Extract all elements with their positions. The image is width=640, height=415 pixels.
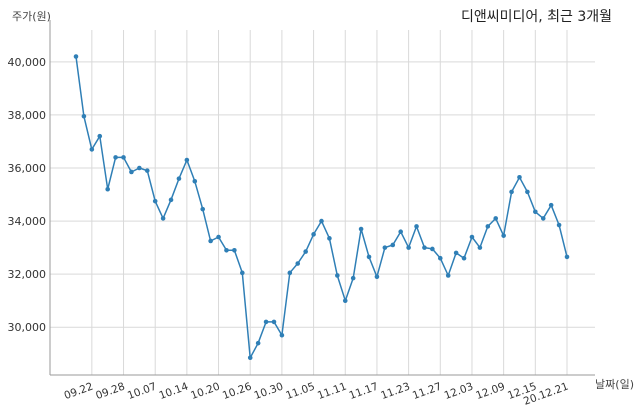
x-tick-label: 10.14 <box>158 380 191 402</box>
x-tick-label: 12.03 <box>443 381 475 403</box>
data-point <box>319 218 324 224</box>
data-point <box>509 189 514 195</box>
x-tick-label: 11.27 <box>411 381 443 403</box>
data-point <box>89 147 95 152</box>
data-point <box>255 340 261 346</box>
data-point <box>271 319 277 325</box>
data-point <box>73 54 79 59</box>
x-tick-label: 12.09 <box>474 381 506 403</box>
x-tick-label: 11.05 <box>284 381 316 403</box>
data-point <box>224 247 229 253</box>
data-point <box>437 255 443 261</box>
data-point <box>168 197 174 203</box>
data-point <box>176 176 182 181</box>
x-tick-label: 10.26 <box>221 380 254 402</box>
x-tick-label: 10.20 <box>189 381 221 403</box>
data-point <box>216 234 221 240</box>
series-line <box>75 56 568 359</box>
series-line-group <box>73 54 570 361</box>
data-point <box>342 298 348 303</box>
data-point <box>501 233 506 238</box>
x-tick-label: 11.17 <box>348 381 380 403</box>
data-point <box>477 245 483 250</box>
data-point <box>327 236 332 241</box>
x-tick-label: 10.30 <box>253 381 285 403</box>
data-point <box>105 186 110 192</box>
data-point <box>121 155 126 160</box>
data-point <box>374 274 380 280</box>
data-point <box>548 202 554 208</box>
x-tick-label: 11.23 <box>379 381 411 403</box>
data-point <box>422 245 427 250</box>
data-point <box>129 169 134 175</box>
x-tick-label: 09.22 <box>63 381 95 403</box>
y-tick-label: 38,000 <box>8 109 47 122</box>
data-point <box>540 216 546 221</box>
x-axis-label: 날짜(일) <box>595 378 634 391</box>
data-point <box>382 245 388 250</box>
data-point <box>287 270 293 276</box>
data-point <box>144 168 150 173</box>
data-point <box>414 224 419 229</box>
data-point <box>366 254 372 260</box>
data-point <box>295 261 301 266</box>
data-point <box>533 209 538 215</box>
data-point <box>263 319 269 325</box>
data-point <box>192 178 198 184</box>
x-tick-label: 09.28 <box>94 381 126 403</box>
axes <box>49 20 595 376</box>
y-tick-label: 30,000 <box>8 321 47 334</box>
y-tick-label: 36,000 <box>8 162 47 175</box>
data-point <box>556 222 562 228</box>
chart-title: 디앤씨미디어, 최근 3개월 <box>460 9 612 25</box>
data-point <box>113 155 118 160</box>
data-point <box>240 270 245 276</box>
data-point <box>525 189 530 195</box>
data-point <box>493 216 499 221</box>
data-point <box>358 226 364 232</box>
data-point <box>453 250 459 256</box>
data-point <box>137 165 142 171</box>
data-point <box>232 247 237 253</box>
y-tick-label: 32,000 <box>8 268 47 281</box>
data-point <box>398 229 403 234</box>
data-point <box>303 249 308 254</box>
data-point <box>279 332 285 338</box>
data-point <box>97 133 103 139</box>
x-tick-label: 11.11 <box>316 381 348 403</box>
data-point <box>564 254 570 260</box>
data-point <box>184 157 190 163</box>
data-point <box>461 255 467 261</box>
data-point <box>445 273 451 278</box>
data-point <box>406 245 411 250</box>
data-point <box>517 174 522 180</box>
data-point <box>485 224 491 229</box>
data-point <box>160 216 166 221</box>
grid <box>50 30 595 375</box>
data-point <box>469 234 475 240</box>
data-point <box>247 355 253 361</box>
y-tick-label: 40,000 <box>8 56 47 69</box>
data-point <box>311 232 316 237</box>
y-axis-label: 주가(원) <box>12 10 51 23</box>
data-point <box>208 238 213 244</box>
data-point <box>430 246 435 252</box>
data-point <box>152 198 158 204</box>
data-point <box>350 275 356 281</box>
x-tick-label: 10.07 <box>126 381 158 403</box>
data-point <box>200 206 206 212</box>
data-point <box>335 273 340 278</box>
data-point <box>81 113 87 119</box>
data-point <box>390 242 396 248</box>
y-tick-label: 34,000 <box>8 215 47 228</box>
